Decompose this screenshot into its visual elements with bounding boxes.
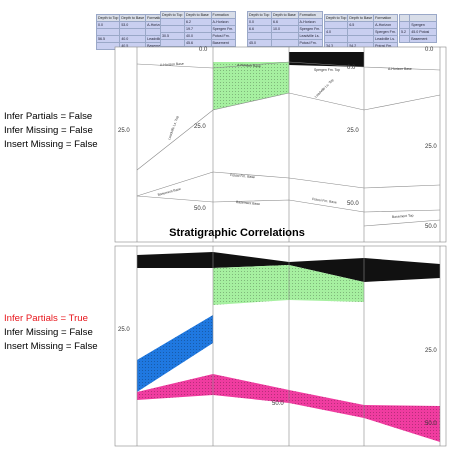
- tick-left-25: 25.0: [118, 128, 130, 134]
- top-depth-ticks: 25.0 0.0 25.0 50.0 0.0 25.0 50.0 0.0 25.…: [118, 47, 437, 230]
- tick-far-25: 25.0: [425, 144, 437, 150]
- svg-text:A-Horizon Base: A-Horizon Base: [160, 62, 184, 67]
- formation-table-4: Depth to Top Depth to Base Formation 6.5 A-…: [323, 14, 398, 50]
- infer-missing-label: Infer Missing = False: [4, 125, 93, 137]
- svg-text:Basement Top: Basement Top: [392, 213, 414, 219]
- settings-labels-true: Infer Partials = True Infer Missing = Fa…: [4, 312, 98, 355]
- top-correlation-panel: 25.0 0.0 25.0 50.0 0.0 25.0 50.0 0.0 25.…: [114, 46, 447, 243]
- tick-right-25: 25.0: [347, 128, 359, 134]
- svg-text:Spergen Fm. Top: Spergen Fm. Top: [314, 68, 340, 72]
- formation-table-5: Spergen 5.2 45.0 Potosi Basement: [398, 14, 437, 43]
- tick-far-0: 0.0: [425, 47, 434, 53]
- bottom-tick-mid-50: 50.0: [272, 401, 284, 407]
- tick-mid-0: 0.0: [199, 47, 208, 53]
- bottom-tick-left-25: 25.0: [118, 327, 130, 333]
- svg-text:Potosi Fm. Base: Potosi Fm. Base: [230, 173, 255, 179]
- top-correlation-lines: [136, 61, 441, 227]
- svg-text:A-Horizon Base: A-Horizon Base: [388, 67, 412, 71]
- tick-mid-50: 50.0: [194, 206, 206, 212]
- bottom-tick-right-25: 25.0: [425, 348, 437, 354]
- svg-text:A-Horizon Base: A-Horizon Base: [237, 63, 261, 68]
- bottom-well-lines: [136, 246, 441, 446]
- tick-right-0: 0.0: [347, 65, 356, 71]
- insert-missing-label-bottom: Insert Missing = False: [4, 341, 98, 353]
- svg-text:Basement Base: Basement Base: [236, 200, 260, 206]
- bottom-correlation-panel: 25.0 50.0 25.0 50.0: [114, 245, 447, 447]
- insert-missing-label: Insert Missing = False: [4, 139, 98, 151]
- formation-table-2: Depth to Top Depth to Base Formation 6.2 A-…: [160, 11, 237, 47]
- settings-labels-false: Infer Partials = False Infer Missing = F…: [4, 110, 98, 153]
- infer-partials-label-true: Infer Partials = True: [4, 313, 88, 324]
- bottom-tick-right-50: 50.0: [425, 421, 437, 427]
- svg-text:Basement Base: Basement Base: [157, 187, 181, 197]
- tick-far-50: 50.0: [425, 224, 437, 230]
- svg-text:Potosi Fm. Base: Potosi Fm. Base: [312, 197, 337, 204]
- tick-right-50: 50.0: [347, 201, 359, 207]
- section-title: Stratigraphic Correlations: [169, 227, 305, 239]
- bottom-depth-ticks: 25.0 50.0 25.0 50.0: [118, 327, 437, 427]
- tick-mid-25: 25.0: [194, 124, 206, 130]
- infer-missing-label-bottom: Infer Missing = False: [4, 327, 93, 339]
- infer-partials-label: Infer Partials = False: [4, 111, 93, 122]
- formation-table-3: Depth to Top Depth to Base Formation 0.0 6.…: [247, 11, 324, 47]
- top-well-lines: [136, 47, 441, 242]
